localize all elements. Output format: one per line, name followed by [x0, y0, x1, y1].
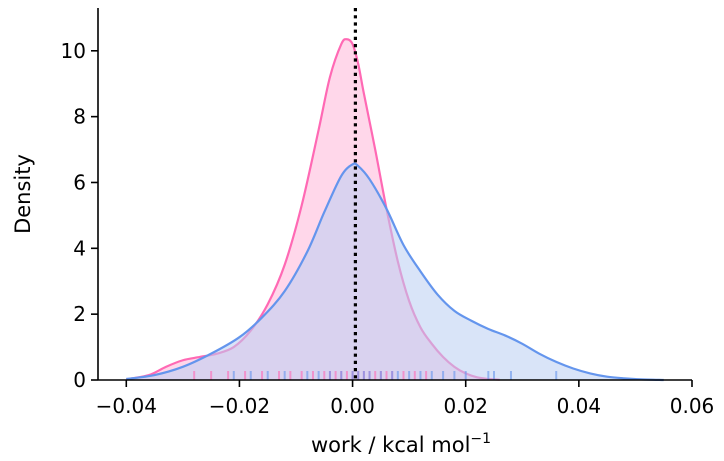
- y-tick-label: 4: [73, 236, 86, 260]
- x-axis-label-exponent: −1: [470, 431, 491, 447]
- x-axis-label: work / kcal mol−1: [311, 431, 491, 457]
- y-tick-label: 8: [73, 105, 86, 129]
- x-tick-label: 0.04: [557, 394, 602, 418]
- y-tick-label: 6: [73, 170, 86, 194]
- y-tick-label: 0: [73, 368, 86, 392]
- x-axis-ticks: −0.04 −0.02 0.00 0.02 0.04 0.06: [96, 380, 715, 418]
- x-axis-label-main: work / kcal mol: [311, 433, 470, 457]
- y-tick-label: 2: [73, 302, 86, 326]
- x-tick-label: −0.02: [209, 394, 270, 418]
- x-tick-label: 0.06: [670, 394, 715, 418]
- y-axis-label: Density: [11, 154, 35, 234]
- rug-layer: [193, 371, 558, 380]
- y-axis-ticks: 0 2 4 6 8 10: [61, 39, 98, 392]
- x-tick-label: −0.04: [96, 394, 157, 418]
- series-1-line: [126, 162, 664, 382]
- y-tick-label: 10: [61, 39, 86, 63]
- x-tick-label: 0.02: [443, 394, 488, 418]
- x-tick-label: 0.00: [330, 394, 375, 418]
- series-layer: [126, 38, 664, 382]
- series-1-area: [126, 163, 664, 380]
